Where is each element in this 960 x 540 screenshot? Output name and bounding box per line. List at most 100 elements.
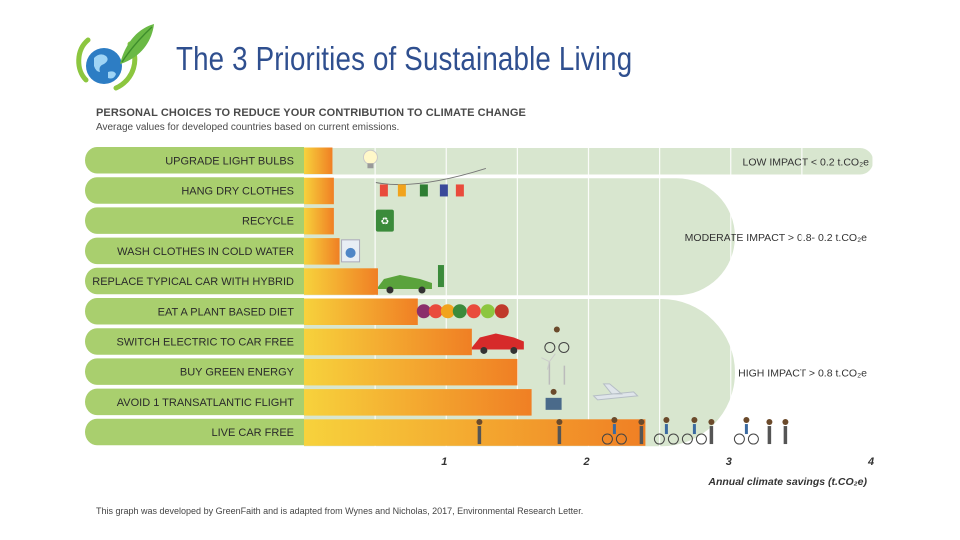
impact-zone-label: LOW IMPACT < 0.2 t.CO₂e: [742, 156, 869, 168]
charger-post: [437, 265, 444, 288]
bike-wheel: [544, 341, 556, 353]
pedestrian-head: [782, 419, 789, 426]
pedestrian-head: [556, 419, 563, 426]
light-bulb-icon: [362, 149, 378, 169]
vegetable: [494, 304, 509, 319]
clothes-item: [397, 184, 406, 197]
category-label: LIVE CAR FREE: [211, 427, 294, 439]
vegetable: [480, 304, 495, 319]
washing-machine-icon: [341, 239, 361, 263]
category-label-bar: [85, 298, 305, 325]
x-tick-label: 1: [441, 456, 447, 468]
clothes-item: [379, 184, 388, 197]
category-label-bar: [85, 267, 305, 295]
suitcase: [545, 397, 562, 410]
category-label-bar: [85, 328, 305, 355]
clothesline-icon: [375, 167, 487, 197]
vegetables-icon: [416, 304, 509, 319]
data-bar: [304, 268, 378, 295]
category-label: HANG DRY CLOTHES: [181, 185, 294, 197]
wind-turbine-icon: [541, 353, 566, 385]
car-body: [471, 333, 524, 350]
data-bar: [304, 147, 333, 174]
wheel: [480, 346, 488, 354]
data-bar: [304, 328, 472, 356]
cyclist-head: [691, 417, 698, 424]
data-bar: [304, 419, 646, 446]
category-label-bar: [85, 207, 305, 234]
bike-wheel: [615, 433, 627, 445]
category-label: BUY GREEN ENERGY: [180, 367, 295, 379]
bulb-base: [367, 163, 374, 169]
vegetable: [440, 304, 455, 319]
pedestrian-head: [708, 419, 715, 426]
category-label-bar: [85, 237, 305, 265]
data-bar: [304, 389, 532, 416]
airplane-icon: [545, 383, 639, 410]
chart-subheading: Average values for developed countries b…: [96, 122, 400, 133]
data-bar: [304, 177, 334, 205]
recycle-symbol: ♻: [380, 217, 389, 228]
category-label: AVOID 1 TRANSATLANTIC FLIGHT: [117, 397, 295, 409]
impact-zone-band: [304, 178, 735, 296]
car-body: [377, 275, 432, 290]
chart-heading: PERSONAL CHOICES TO REDUCE YOUR CONTRIBU…: [96, 107, 526, 119]
clothesline: [375, 167, 487, 186]
bike-wheel: [695, 433, 707, 445]
cyclist-head: [611, 417, 618, 424]
clothes-item: [455, 184, 464, 197]
footnote: This graph was developed by GreenFaith a…: [96, 506, 584, 516]
pedestrian-head: [638, 419, 645, 426]
wheel: [510, 346, 518, 354]
data-bar: [304, 298, 418, 325]
airplane: [592, 383, 639, 401]
data-bar: [304, 358, 518, 386]
category-label: SWITCH ELECTRIC TO CAR FREE: [117, 336, 294, 348]
recycle-bin: [375, 209, 394, 232]
wheel: [386, 286, 394, 294]
vegetable: [416, 304, 431, 319]
category-label-bar: [85, 358, 305, 385]
bike-wheel: [558, 341, 570, 353]
clothes-item: [419, 184, 428, 197]
hybrid-car-icon: [377, 265, 444, 294]
category-label: REPLACE TYPICAL CAR WITH HYBRID: [92, 276, 294, 288]
vegetable: [466, 304, 481, 319]
bike-wheel: [601, 433, 613, 445]
category-label: WASH CLOTHES IN COLD WATER: [117, 246, 294, 258]
pedestrian-head: [766, 419, 773, 426]
traveler-head: [550, 388, 557, 395]
vegetable: [428, 304, 443, 319]
bike-wheel: [681, 433, 693, 445]
bulb-glass: [362, 149, 378, 165]
red-car-icon: [471, 326, 570, 354]
x-tick-label: 2: [582, 456, 589, 468]
category-label: RECYCLE: [242, 216, 294, 228]
impact-zone-label: MODERATE IMPACT > 0.8- 0.2 t.CO₂e: [685, 232, 867, 244]
category-label: EAT A PLANT BASED DIET: [158, 306, 295, 318]
bike-wheel: [667, 433, 679, 445]
data-bar: [304, 207, 334, 235]
category-label-bar: [85, 418, 305, 446]
category-label-bar: [85, 177, 305, 204]
category-label-bar: [85, 388, 305, 416]
turbine-blades: [541, 353, 556, 370]
washer-door: [345, 247, 356, 258]
data-bar: [304, 238, 340, 265]
x-tick-label: 3: [726, 456, 732, 468]
globe-leaf-icon: [76, 24, 154, 91]
wheel: [418, 286, 426, 294]
pedestrian-head: [476, 419, 483, 426]
pedestrians-cyclists-icon: [476, 417, 789, 445]
cyclist-head: [663, 417, 670, 424]
bike-wheel: [653, 433, 665, 445]
vegetable: [452, 304, 467, 319]
cyclist-head: [743, 417, 750, 424]
clothes-item: [439, 184, 448, 197]
impact-zone-label: HIGH IMPACT > 0.8 t.CO₂e: [738, 368, 867, 380]
cyclist-head: [553, 326, 560, 333]
x-tick-label: 4: [867, 456, 874, 468]
x-axis-label: Annual climate savings (t.CO₂e): [707, 476, 867, 488]
page-title: The 3 Priorities of Sustainable Living: [176, 40, 633, 77]
